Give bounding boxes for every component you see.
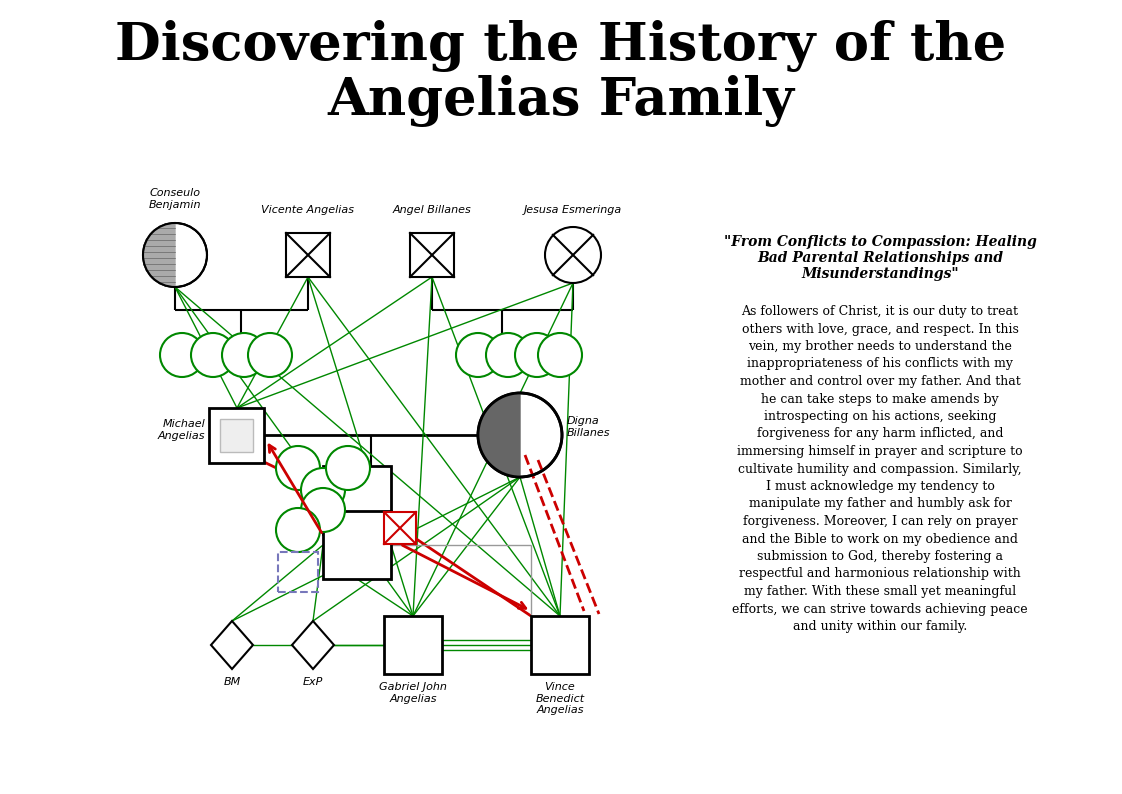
Circle shape	[222, 333, 266, 377]
Polygon shape	[211, 621, 252, 669]
Circle shape	[486, 333, 530, 377]
Polygon shape	[478, 393, 519, 477]
Circle shape	[301, 488, 344, 532]
Circle shape	[327, 446, 370, 490]
Circle shape	[301, 468, 344, 512]
Polygon shape	[142, 223, 175, 287]
Text: Vicente Angelias: Vicente Angelias	[261, 205, 355, 215]
Bar	[221, 418, 254, 452]
Circle shape	[478, 393, 562, 477]
Text: Conseulo
Benjamin: Conseulo Benjamin	[149, 188, 201, 210]
Circle shape	[248, 333, 292, 377]
Text: Michael
Angelias: Michael Angelias	[157, 419, 205, 441]
Circle shape	[142, 223, 206, 287]
Bar	[384, 616, 442, 674]
Circle shape	[276, 508, 320, 552]
Text: Gabriel John
Angelias: Gabriel John Angelias	[379, 682, 447, 703]
Circle shape	[191, 333, 234, 377]
Text: Angelias Family: Angelias Family	[328, 75, 794, 127]
Circle shape	[276, 446, 320, 490]
Bar	[210, 407, 265, 462]
Circle shape	[515, 333, 559, 377]
Text: Angel Billanes: Angel Billanes	[393, 205, 471, 215]
Bar	[278, 552, 318, 592]
Text: Digna
Billanes: Digna Billanes	[567, 416, 610, 437]
Text: Jesusa Esmeringa: Jesusa Esmeringa	[524, 205, 622, 215]
Bar	[323, 466, 390, 534]
Text: BM: BM	[223, 677, 240, 687]
Circle shape	[160, 333, 204, 377]
Bar	[286, 233, 330, 277]
Text: As followers of Christ, it is our duty to treat
others with love, grace, and res: As followers of Christ, it is our duty t…	[733, 305, 1028, 633]
Bar	[323, 511, 390, 579]
Circle shape	[539, 333, 582, 377]
Text: ExP: ExP	[303, 677, 323, 687]
Circle shape	[545, 227, 601, 283]
Text: Discovering the History of the: Discovering the History of the	[116, 20, 1006, 72]
Text: "From Conflicts to Compassion: Healing
Bad Parental Relationships and
Misunderst: "From Conflicts to Compassion: Healing B…	[724, 235, 1037, 281]
Bar	[384, 512, 416, 544]
Text: Vince
Benedict
Angelias: Vince Benedict Angelias	[535, 682, 585, 715]
Polygon shape	[292, 621, 334, 669]
Bar	[410, 233, 454, 277]
Circle shape	[456, 333, 500, 377]
Bar	[531, 616, 589, 674]
